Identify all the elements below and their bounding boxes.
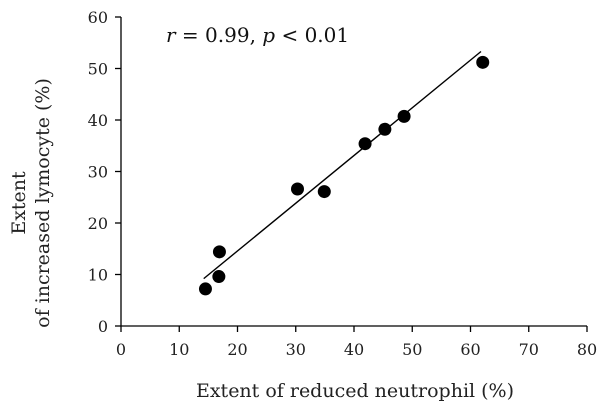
x-axis-title: Extent of reduced neutrophil (%)	[196, 380, 514, 402]
data-point	[198, 282, 212, 296]
x-tick-label: 30	[286, 340, 306, 359]
correlation-annotation: r = 0.99, p < 0.01	[166, 23, 349, 47]
r-symbol: r	[166, 23, 177, 47]
x-tick-label: 20	[227, 340, 247, 359]
y-axis-title: Extent of increased lymocyte (%)	[8, 78, 54, 328]
r-value: = 0.99,	[176, 23, 263, 47]
p-value: < 0.01	[275, 23, 349, 47]
data-point	[378, 122, 392, 136]
x-tick-label: 60	[460, 340, 480, 359]
data-point	[212, 245, 226, 259]
data-point	[358, 137, 372, 151]
y-tick-label: 40	[88, 111, 108, 130]
trendline-group	[203, 50, 482, 280]
x-ticks: 0 10 20 30 40 50 60 70 80	[116, 326, 597, 359]
y-tick-label: 30	[88, 163, 108, 182]
y-axis-title-line-2: of increased lymocyte (%)	[32, 78, 54, 328]
regression-line	[203, 50, 482, 280]
x-tick-label: 40	[344, 340, 364, 359]
y-tick-label: 50	[88, 60, 108, 79]
y-tick-label: 0	[98, 317, 108, 336]
data-point	[476, 55, 490, 69]
data-point	[397, 109, 411, 123]
y-axis-title-line-1: Extent	[8, 171, 30, 235]
x-tick-label: 0	[116, 340, 126, 359]
x-tick-label: 80	[577, 340, 597, 359]
data-points	[198, 55, 490, 296]
x-tick-label: 10	[169, 340, 189, 359]
x-tick-label: 50	[402, 340, 422, 359]
data-point	[212, 270, 226, 284]
data-point	[317, 185, 331, 199]
x-tick-label: 70	[519, 340, 539, 359]
y-tick-label: 10	[88, 266, 108, 285]
p-symbol: p	[262, 23, 275, 47]
y-tick-label: 20	[88, 214, 108, 233]
y-tick-label: 60	[88, 8, 108, 27]
y-ticks: 0 10 20 30 40 50 60	[88, 8, 121, 336]
data-point	[290, 182, 304, 196]
